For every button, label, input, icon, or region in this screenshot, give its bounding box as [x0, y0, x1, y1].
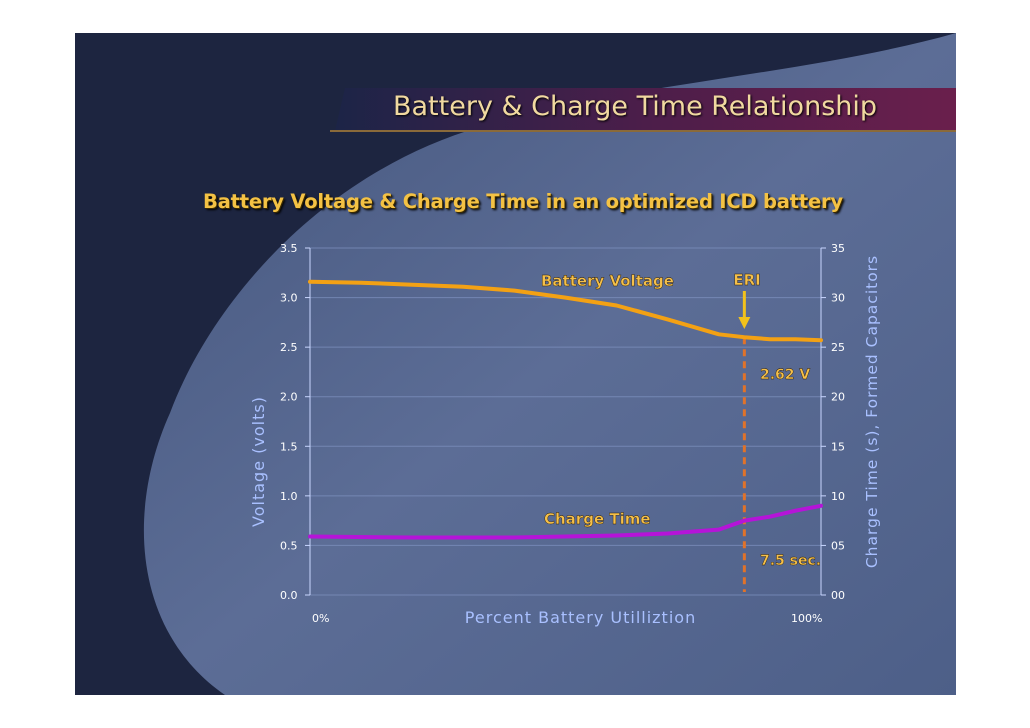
y-tick-label: 3.0 [280, 292, 298, 305]
y2-tick-label: 35 [831, 242, 845, 255]
title-bar [335, 88, 956, 131]
y-tick-label: 1.0 [280, 490, 298, 503]
y2-tick-label: 30 [831, 292, 845, 305]
battery-voltage-line [308, 279, 823, 343]
y-tick-label: 2.0 [280, 391, 298, 404]
chart: 0.0 00 0.5 05 1.0 10 1.5 15 2.0 20 2.5 25 3.0 30 3.5 35… [249, 242, 881, 627]
slide-title: Battery & Charge Time Relationship [392, 91, 878, 122]
y-tick-label: 0.0 [280, 589, 298, 602]
charge-time-label: Charge Time [544, 510, 651, 528]
eri-arrow-head [738, 317, 751, 329]
slide-background [75, 33, 956, 695]
x-tick-label: 0% [312, 612, 329, 625]
charge-time-at-eri-label: 7.5 sec. [760, 553, 821, 569]
y2-tick-label: 25 [831, 341, 845, 354]
y-tick-label: 1.5 [280, 440, 298, 453]
x-axis-title: Percent Battery Utilliztion [465, 608, 696, 627]
y2-tick-label: 05 [831, 539, 845, 552]
voltage-at-eri-label: 2.62 V [760, 367, 810, 383]
eri-label: ERI [733, 271, 760, 289]
battery-voltage-label: Battery Voltage [541, 272, 674, 290]
x-tick-label: 100% [791, 612, 822, 625]
y2-tick-label: 15 [831, 440, 845, 453]
charge-time-line [308, 503, 823, 540]
y2-axis-title: Charge Time (s), Formed Capacitors [863, 255, 881, 568]
panel-area [143, 33, 956, 695]
y-axis-title: Voltage (volts) [249, 396, 268, 527]
y2-tick-label: 00 [831, 589, 845, 602]
slide: Battery & Charge Time Relationship Batte… [75, 33, 956, 695]
y-tick-label: 3.5 [280, 242, 298, 255]
y-tick-label: 2.5 [280, 341, 298, 354]
slide-subtitle: Battery Voltage & Charge Time in an opti… [203, 190, 843, 213]
y2-tick-label: 10 [831, 490, 845, 503]
y2-tick-label: 20 [831, 391, 845, 404]
y-tick-label: 0.5 [280, 539, 298, 552]
